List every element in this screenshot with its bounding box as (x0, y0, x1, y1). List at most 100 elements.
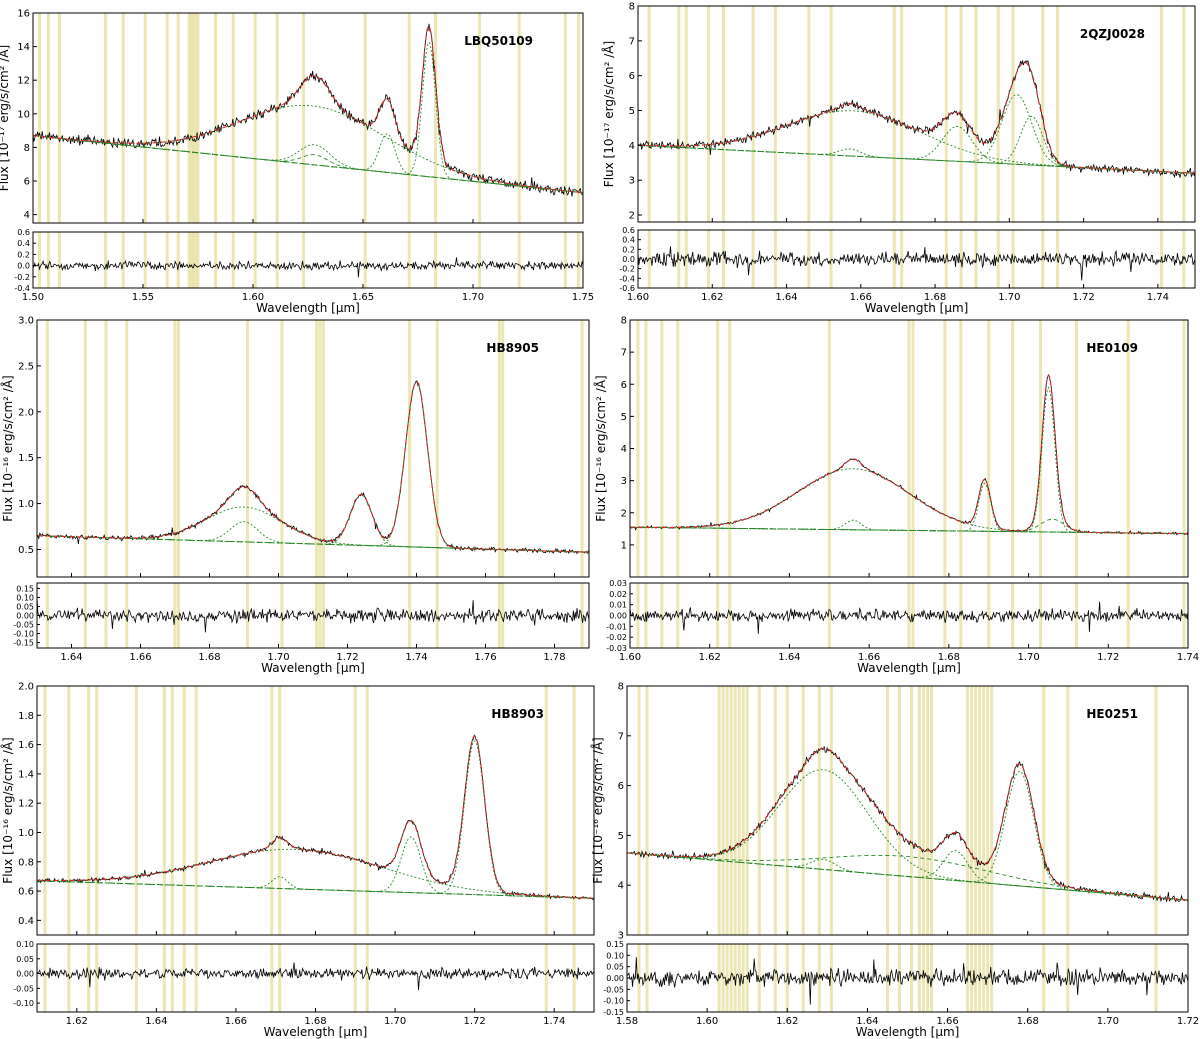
main-axes-frame (36, 685, 595, 936)
total-model (638, 61, 1195, 174)
observed-spectrum (32, 23, 584, 197)
mask-band (684, 6, 688, 222)
mask-band (733, 944, 737, 1012)
extra-component-1 (630, 518, 1188, 535)
mask-band (966, 686, 970, 935)
mask-band (990, 686, 994, 935)
x-tick-label: 1.66 (850, 292, 872, 303)
mask-band (911, 320, 915, 577)
mask-band (996, 230, 1000, 288)
residual-spectrum (626, 957, 1189, 1005)
mask-band (970, 686, 974, 935)
residual-y-tick-label: 0.00 (16, 612, 34, 621)
residual-y-tick-label: -0.2 (14, 273, 30, 282)
y-tick-label: 5 (629, 106, 635, 117)
mask-band (645, 944, 649, 1012)
mask-band (959, 320, 963, 577)
residual-y-tick-label: 0.10 (16, 940, 34, 949)
mask-band (1011, 583, 1015, 648)
residual-spectrum (36, 962, 595, 991)
residual-spectrum (32, 257, 584, 278)
mask-band (121, 232, 125, 288)
mask-band (245, 320, 249, 577)
main-axes-frame (36, 319, 590, 578)
mask-band (1074, 320, 1078, 577)
mask-band (974, 6, 978, 222)
x-tick-label: 1.70 (1097, 1016, 1119, 1027)
mask-band (434, 232, 438, 288)
y-tick-label: 1.2 (18, 799, 34, 810)
mask-band (1182, 320, 1186, 577)
y-tick-label: 16 (17, 9, 30, 20)
mask-band (707, 6, 711, 222)
y-tick-label: 3.0 (18, 316, 34, 327)
mask-band (996, 6, 1000, 222)
x-tick-label: 1.72 (336, 652, 358, 663)
x-axis-label: Wavelength [μm] (256, 301, 360, 315)
x-tick-label: 1.64 (775, 292, 797, 303)
mask-band (176, 13, 180, 223)
x-tick-label: 1.72 (464, 1016, 486, 1027)
mask-band (1011, 6, 1015, 222)
mask-band (314, 320, 318, 577)
y-tick-label: 10 (17, 109, 30, 120)
mask-band (365, 944, 369, 1012)
mask-band (365, 686, 369, 935)
y-tick-label: 4 (24, 210, 30, 221)
mask-band (517, 13, 521, 223)
line-component-3 (626, 770, 1188, 901)
mask-band (67, 686, 71, 935)
residual-y-tick-label: 0.4 (622, 236, 635, 245)
mask-band (95, 686, 99, 935)
mask-band (580, 320, 584, 577)
mask-band (143, 232, 147, 288)
mask-band (104, 320, 108, 577)
mask-band (907, 320, 911, 577)
y-tick-label: 2.5 (18, 361, 34, 372)
mask-band (1041, 230, 1045, 288)
mask-band (170, 686, 174, 935)
mask-band (162, 686, 166, 935)
mask-band (987, 320, 991, 577)
x-tick-label: 1.66 (129, 652, 151, 663)
mask-band (637, 686, 641, 935)
mask-band (435, 320, 439, 577)
mask-band (721, 686, 725, 935)
mask-bands (637, 686, 1158, 1012)
x-tick-label: 1.68 (924, 292, 946, 303)
mask-band (43, 944, 47, 1012)
broad-component (37, 506, 589, 553)
mask-band (231, 232, 235, 288)
mask-band (733, 686, 737, 935)
mask-band (214, 232, 218, 288)
mask-band (918, 686, 922, 935)
mask-band (572, 944, 576, 1012)
observed-spectrum (36, 380, 590, 555)
mask-band (827, 583, 831, 648)
mask-band (270, 944, 274, 1012)
mask-band (321, 320, 325, 577)
residual-y-tick-label: -0.15 (13, 639, 34, 648)
mask-band (194, 232, 198, 288)
mask-band (563, 232, 567, 288)
y-tick-label: 8 (629, 2, 635, 13)
mask-band (501, 320, 505, 577)
x-axis-label: Wavelength [μm] (261, 661, 365, 675)
x-tick-label: 1.62 (699, 652, 721, 663)
mask-bands (38, 13, 581, 288)
mask-band (647, 6, 651, 222)
total-model (32, 25, 584, 194)
residual-y-tick-label: -0.05 (13, 984, 34, 993)
mask-band (829, 230, 833, 288)
mask-band (926, 686, 930, 935)
x-tick-label: 1.72 (1097, 652, 1119, 663)
y-tick-label: 0.8 (18, 857, 34, 868)
total-model (626, 747, 1189, 901)
mask-band (892, 230, 896, 288)
mask-band (363, 232, 367, 288)
residual-spectrum (36, 596, 590, 633)
mask-band (751, 230, 755, 288)
mask-band (43, 686, 47, 935)
mask-band (741, 944, 745, 1012)
